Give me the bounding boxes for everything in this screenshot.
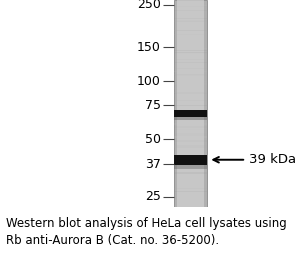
Bar: [174, 93, 207, 94]
Bar: [174, 10, 207, 11]
Bar: [174, 53, 207, 54]
Text: 37: 37: [145, 158, 161, 171]
Bar: [177, 0, 204, 207]
Bar: [174, 140, 207, 142]
Bar: [174, 117, 207, 119]
Bar: [174, 7, 207, 8]
Text: 50: 50: [145, 132, 161, 146]
Text: Western blot analysis of HeLa cell lysates using
Rb anti-Aurora B (Cat. no. 36-5: Western blot analysis of HeLa cell lysat…: [6, 217, 287, 247]
Bar: [174, 59, 207, 60]
Bar: [174, 126, 207, 128]
Bar: [174, 71, 207, 72]
Bar: [174, 75, 207, 76]
Bar: [174, 68, 207, 69]
Text: 150: 150: [137, 41, 161, 54]
Bar: [174, 105, 207, 106]
Bar: [174, 34, 207, 35]
Bar: [174, 0, 207, 207]
Bar: [174, 94, 207, 95]
Bar: [174, 123, 207, 124]
Bar: [174, 134, 207, 136]
Bar: [174, 188, 207, 189]
Bar: [174, 74, 207, 75]
Bar: [174, 172, 207, 174]
Bar: [174, 81, 207, 82]
Bar: [174, 21, 207, 22]
Bar: [174, 167, 207, 168]
Bar: [174, 155, 207, 165]
Bar: [174, 165, 207, 169]
Bar: [174, 52, 207, 53]
Bar: [174, 30, 207, 31]
Bar: [174, 20, 207, 21]
Bar: [174, 121, 207, 122]
Text: 75: 75: [145, 99, 161, 112]
Bar: [174, 136, 207, 138]
Bar: [174, 117, 207, 120]
Bar: [174, 92, 207, 93]
Text: 100: 100: [137, 75, 161, 88]
Bar: [174, 79, 207, 80]
Bar: [174, 111, 207, 112]
Bar: [174, 34, 207, 35]
Bar: [174, 52, 207, 53]
Text: 39 kDa: 39 kDa: [249, 153, 296, 166]
Bar: [174, 87, 207, 89]
Bar: [174, 57, 207, 58]
Bar: [174, 23, 207, 24]
Bar: [174, 100, 207, 101]
Bar: [174, 165, 207, 166]
Bar: [174, 18, 207, 19]
Bar: [174, 5, 207, 6]
Bar: [174, 145, 207, 148]
Text: 250: 250: [137, 0, 161, 11]
Text: 25: 25: [145, 190, 161, 203]
Bar: [174, 191, 207, 193]
Bar: [174, 50, 207, 51]
Bar: [174, 110, 207, 117]
Bar: [174, 129, 207, 130]
